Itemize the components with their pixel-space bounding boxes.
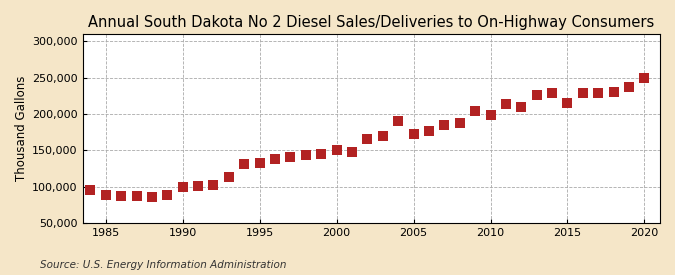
Point — [131, 194, 142, 199]
Point — [192, 184, 203, 188]
Point — [454, 120, 465, 125]
Point — [439, 123, 450, 127]
Point — [239, 162, 250, 166]
Point — [316, 152, 327, 156]
Point — [178, 185, 188, 189]
Point — [531, 93, 542, 97]
Point — [639, 76, 650, 81]
Point — [593, 91, 603, 95]
Point — [300, 153, 311, 158]
Point — [208, 182, 219, 187]
Point — [500, 101, 511, 106]
Point — [485, 112, 496, 117]
Point — [115, 194, 126, 199]
Point — [346, 150, 357, 154]
Point — [377, 134, 388, 138]
Point — [162, 193, 173, 198]
Point — [408, 132, 419, 137]
Point — [470, 109, 481, 113]
Point — [393, 118, 404, 123]
Point — [331, 148, 342, 153]
Point — [269, 157, 280, 161]
Point — [423, 128, 434, 133]
Point — [562, 101, 573, 105]
Point — [223, 174, 234, 179]
Point — [362, 137, 373, 142]
Point — [516, 104, 526, 109]
Point — [578, 91, 589, 95]
Point — [285, 155, 296, 159]
Point — [85, 188, 96, 192]
Point — [254, 161, 265, 165]
Point — [547, 91, 558, 95]
Point — [624, 85, 634, 89]
Point — [608, 90, 619, 94]
Text: Source: U.S. Energy Information Administration: Source: U.S. Energy Information Administ… — [40, 260, 287, 270]
Point — [146, 195, 157, 199]
Y-axis label: Thousand Gallons: Thousand Gallons — [15, 76, 28, 181]
Point — [101, 193, 111, 198]
Title: Annual South Dakota No 2 Diesel Sales/Deliveries to On-Highway Consumers: Annual South Dakota No 2 Diesel Sales/De… — [88, 15, 654, 30]
